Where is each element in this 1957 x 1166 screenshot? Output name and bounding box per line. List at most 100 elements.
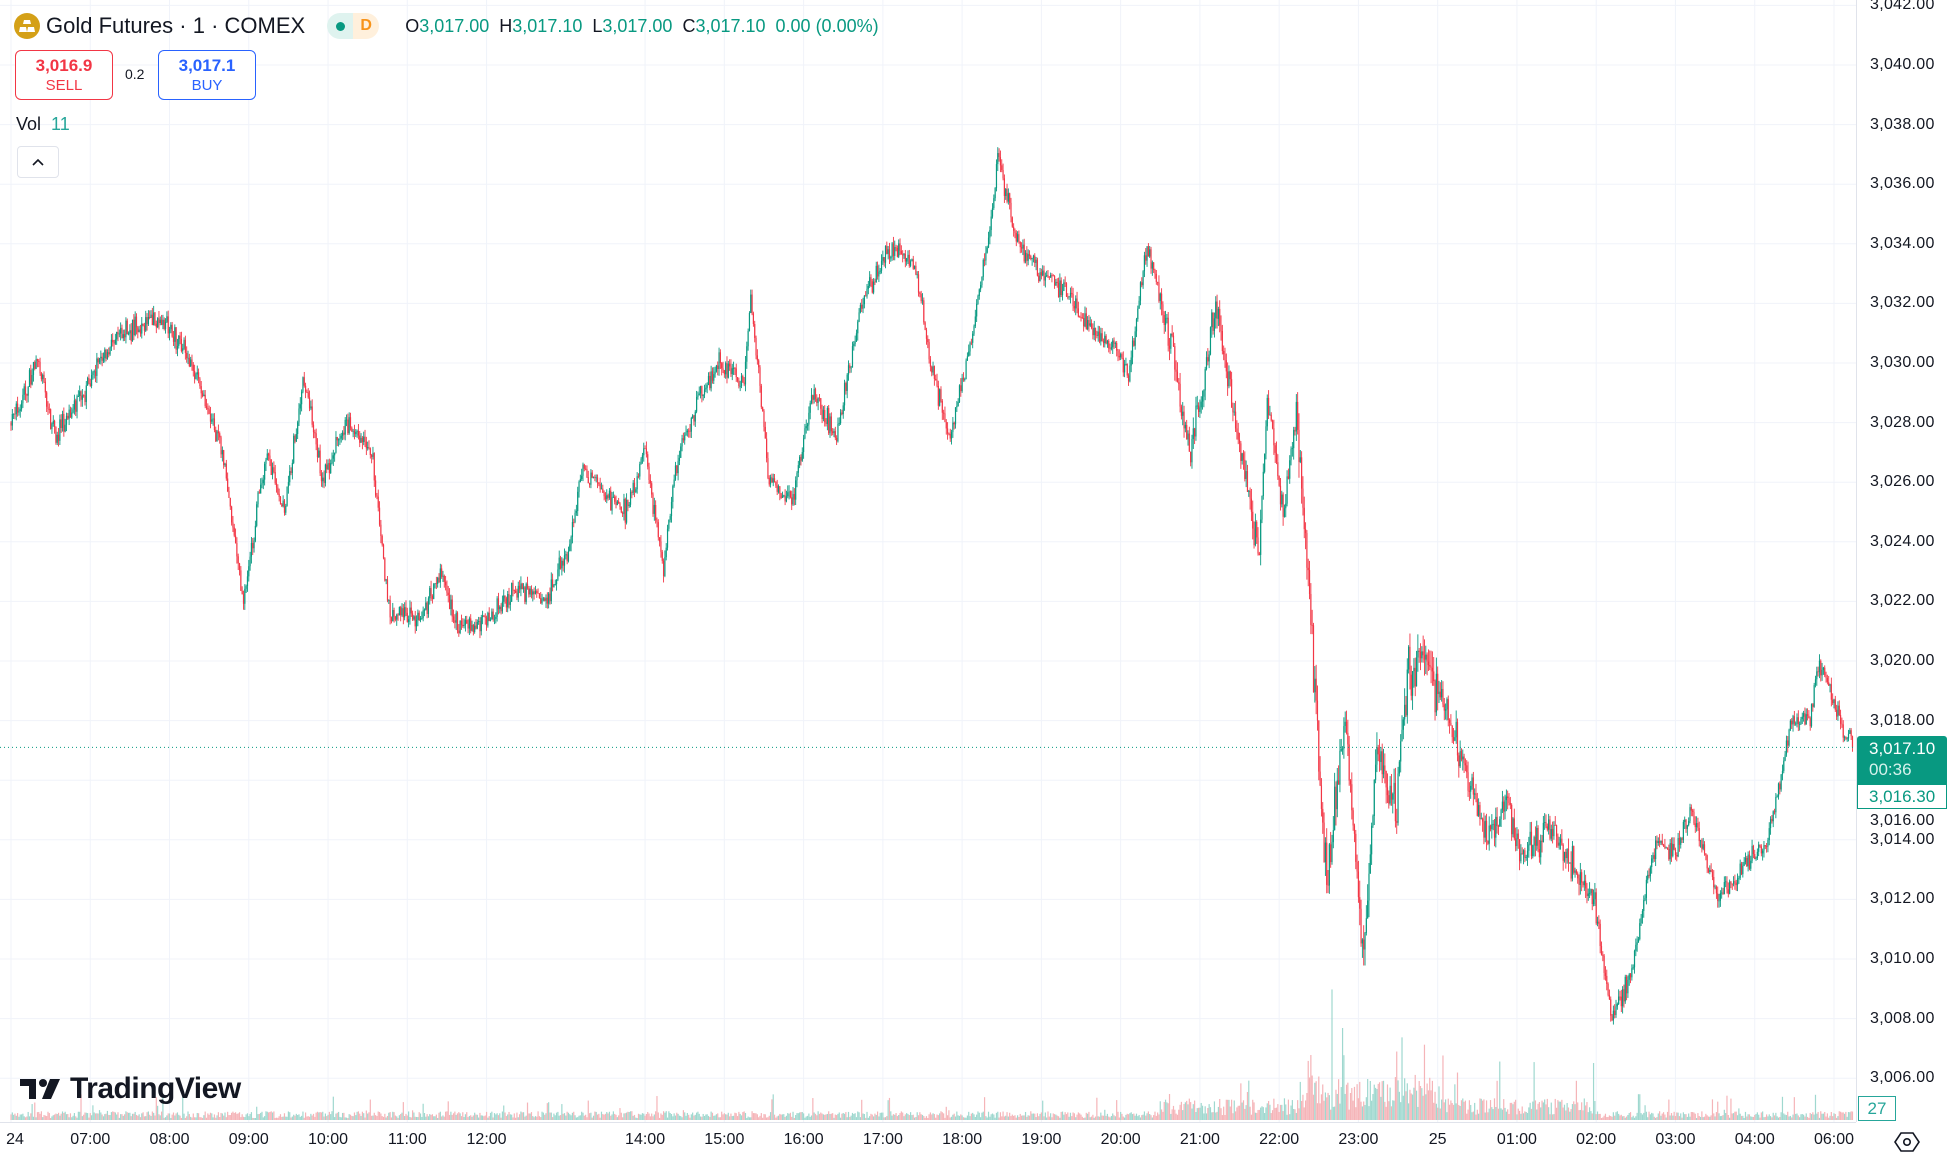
volume-bar bbox=[158, 1114, 159, 1120]
candle-body bbox=[530, 589, 531, 595]
volume-bar bbox=[226, 1117, 227, 1120]
candle-body bbox=[1095, 328, 1096, 335]
candle bbox=[367, 442, 368, 451]
volume-bar bbox=[1532, 1102, 1533, 1120]
candle-body bbox=[1367, 901, 1368, 919]
candle bbox=[321, 470, 322, 487]
candle-body bbox=[416, 620, 417, 626]
candle-body bbox=[170, 325, 171, 330]
volume-bar bbox=[629, 1112, 630, 1120]
volume-bar bbox=[1342, 1028, 1343, 1120]
candle bbox=[1276, 441, 1277, 464]
candle bbox=[1301, 451, 1302, 503]
volume-bar bbox=[684, 1112, 685, 1120]
candle bbox=[586, 465, 587, 478]
candle-body bbox=[18, 411, 19, 413]
candle bbox=[317, 438, 318, 462]
volume-bar bbox=[981, 1113, 982, 1120]
candle bbox=[1045, 273, 1046, 288]
candle-body bbox=[1268, 398, 1269, 415]
volume-bar bbox=[429, 1114, 430, 1120]
volume-bar bbox=[530, 1114, 531, 1120]
volume-bar bbox=[1074, 1113, 1075, 1120]
volume-bar bbox=[1249, 1107, 1250, 1120]
volume-bar bbox=[1685, 1114, 1686, 1120]
candle bbox=[1075, 295, 1076, 315]
candle-body bbox=[818, 398, 819, 403]
volume-bar bbox=[699, 1114, 700, 1120]
volume-bar bbox=[1725, 1113, 1726, 1120]
candle bbox=[952, 417, 953, 438]
volume-bar bbox=[1446, 1112, 1447, 1120]
volume-bar bbox=[152, 1112, 153, 1120]
candle-body bbox=[833, 431, 834, 433]
volume-bar bbox=[325, 1114, 326, 1120]
chart-plot-area[interactable] bbox=[0, 0, 1857, 1122]
candle-body bbox=[897, 248, 898, 257]
volume-bar bbox=[855, 1113, 856, 1120]
volume-bar bbox=[1313, 1095, 1314, 1120]
volume-bar bbox=[257, 1114, 258, 1120]
volume-bar bbox=[836, 1115, 837, 1120]
candle-body bbox=[592, 473, 593, 478]
candle-body bbox=[914, 266, 915, 269]
candlestick-chart[interactable] bbox=[0, 0, 1856, 1122]
candle-body bbox=[877, 266, 878, 277]
candle-body bbox=[1524, 850, 1525, 858]
volume-bar bbox=[1205, 1106, 1206, 1120]
candle bbox=[1346, 711, 1347, 735]
volume-bar bbox=[938, 1115, 939, 1120]
volume-bar bbox=[47, 1112, 48, 1120]
candle-body bbox=[424, 610, 425, 611]
candle-body bbox=[1194, 428, 1195, 436]
candle-body bbox=[930, 359, 931, 366]
volume-bar bbox=[393, 1112, 394, 1120]
volume-bar bbox=[1272, 1110, 1273, 1120]
candle bbox=[878, 265, 879, 282]
volume-bar bbox=[1458, 1105, 1459, 1120]
candle-body bbox=[1017, 234, 1018, 241]
volume-bar bbox=[1522, 1106, 1523, 1120]
volume-bar bbox=[166, 1115, 167, 1120]
candle-body bbox=[487, 613, 488, 626]
volume-bar bbox=[1423, 1096, 1424, 1120]
volume-bar bbox=[913, 1115, 914, 1120]
candle bbox=[1382, 744, 1383, 783]
candle bbox=[403, 604, 404, 624]
candle-body bbox=[1372, 816, 1373, 826]
volume-bar bbox=[1475, 1115, 1476, 1120]
volume-bar bbox=[1804, 1117, 1805, 1120]
volume-bar bbox=[106, 1114, 107, 1120]
candle bbox=[207, 403, 208, 414]
volume-bar bbox=[490, 1113, 491, 1120]
volume-bar bbox=[78, 1112, 79, 1120]
volume-bar bbox=[1424, 1045, 1425, 1120]
volume-bar bbox=[1264, 1113, 1265, 1120]
volume-bar bbox=[622, 1117, 623, 1120]
candle-body bbox=[1271, 415, 1272, 421]
candle bbox=[725, 361, 726, 378]
candle bbox=[999, 148, 1000, 161]
volume-bar bbox=[382, 1116, 383, 1120]
candle bbox=[1565, 849, 1566, 869]
candle-body bbox=[1390, 786, 1391, 804]
volume-bar bbox=[1540, 1107, 1541, 1120]
candle bbox=[87, 377, 88, 386]
volume-bar bbox=[646, 1114, 647, 1120]
volume-bar bbox=[676, 1113, 677, 1120]
candle bbox=[493, 609, 494, 622]
candle bbox=[1543, 816, 1544, 843]
volume-bar bbox=[1613, 1112, 1614, 1120]
volume-bar bbox=[1781, 1112, 1782, 1120]
volume-bar bbox=[528, 1113, 529, 1120]
volume-bar bbox=[833, 1118, 834, 1120]
volume-bar bbox=[424, 1113, 425, 1120]
candle-body bbox=[500, 607, 501, 612]
candle-body bbox=[460, 621, 461, 633]
volume-bar bbox=[1117, 1112, 1118, 1120]
volume-bar bbox=[718, 1117, 719, 1120]
candle bbox=[415, 611, 416, 634]
volume-bar bbox=[341, 1117, 342, 1120]
candle bbox=[1474, 788, 1475, 799]
candle bbox=[697, 392, 698, 400]
